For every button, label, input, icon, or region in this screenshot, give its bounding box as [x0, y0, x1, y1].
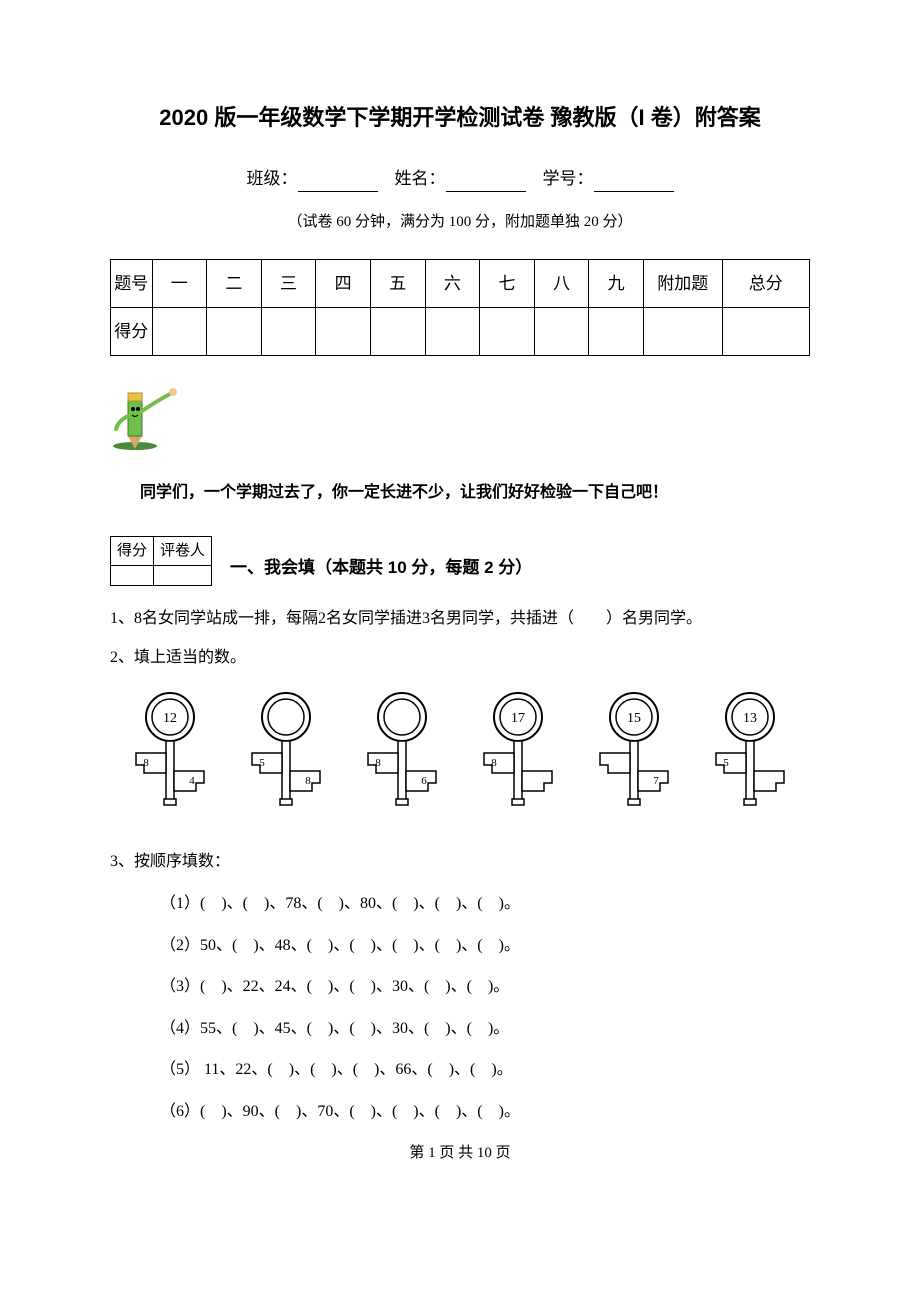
score-cell[interactable] [480, 308, 535, 356]
grader-person-cell[interactable] [154, 565, 212, 585]
page-footer: 第 1 页 共 10 页 [110, 1141, 810, 1165]
score-cell[interactable] [722, 308, 809, 356]
svg-text:8: 8 [305, 775, 311, 787]
key-item: 5 8 [236, 691, 336, 820]
score-cell[interactable] [643, 308, 722, 356]
key-item: 17 8 [468, 691, 568, 820]
section1-header: 得分 评卷人 一、我会填（本题共 10 分，每题 2 分） [110, 536, 810, 586]
sequence-list: （1）( )、( )、78、( )、80、( )、( )、( )。 （2）50、… [160, 891, 810, 1125]
col-3: 三 [261, 260, 316, 308]
svg-text:8: 8 [491, 757, 497, 769]
pencil-icon [110, 381, 810, 460]
seq-item: （3）( )、22、24、( )、( )、30、( )、( )。 [160, 974, 810, 1000]
grader-score-label: 得分 [111, 536, 154, 565]
svg-text:6: 6 [421, 775, 427, 787]
student-info-line: 班级： 姓名： 学号： [110, 165, 810, 192]
score-cell[interactable] [152, 308, 207, 356]
name-blank[interactable] [446, 174, 526, 192]
key-item: 15 7 [584, 691, 684, 820]
seq-item: （1）( )、( )、78、( )、80、( )、( )、( )。 [160, 891, 810, 917]
col-5: 五 [370, 260, 425, 308]
key-diagram: 17 8 [468, 691, 568, 811]
col-7: 七 [480, 260, 535, 308]
name-label: 姓名： [395, 169, 446, 188]
col-total: 总分 [722, 260, 809, 308]
score-cell[interactable] [589, 308, 644, 356]
id-blank[interactable] [594, 174, 674, 192]
col-4: 四 [316, 260, 371, 308]
col-8: 八 [534, 260, 589, 308]
col-9: 九 [589, 260, 644, 308]
seq-item: （6）( )、90、( )、70、( )、( )、( )、( )。 [160, 1099, 810, 1125]
svg-text:5: 5 [723, 757, 729, 769]
col-6: 六 [425, 260, 480, 308]
seq-item: （4）55、( )、45、( )、( )、30、( )、( )。 [160, 1016, 810, 1042]
key-item: 8 6 [352, 691, 452, 820]
svg-text:17: 17 [511, 711, 525, 726]
key-diagram: 8 6 [352, 691, 452, 811]
col-2: 二 [207, 260, 262, 308]
key-diagram: 13 5 [700, 691, 800, 811]
score-cell[interactable] [534, 308, 589, 356]
svg-text:12: 12 [163, 711, 177, 726]
svg-text:15: 15 [627, 711, 641, 726]
svg-text:7: 7 [653, 775, 659, 787]
svg-text:8: 8 [143, 757, 149, 769]
grader-score-cell[interactable] [111, 565, 154, 585]
key-diagram: 5 8 [236, 691, 336, 811]
score-cell[interactable] [261, 308, 316, 356]
key-item: 13 5 [700, 691, 800, 820]
seq-item: （2）50、( )、48、( )、( )、( )、( )、( )。 [160, 933, 810, 959]
encourage-text: 同学们，一个学期过去了，你一定长进不少，让我们好好检验一下自己吧！ [140, 480, 810, 506]
grader-box: 得分 评卷人 [110, 536, 212, 586]
question-2: 2、填上适当的数。 [110, 645, 810, 671]
row-label: 得分 [111, 308, 153, 356]
svg-text:13: 13 [743, 711, 757, 726]
score-cell[interactable] [370, 308, 425, 356]
class-label: 班级： [247, 169, 298, 188]
section1-title: 一、我会填（本题共 10 分，每题 2 分） [230, 554, 532, 585]
score-cell[interactable] [316, 308, 371, 356]
score-cell[interactable] [207, 308, 262, 356]
key-item: 12 8 4 [120, 691, 220, 820]
question-1: 1、8名女同学站成一排，每隔2名女同学插进3名男同学，共插进（ ）名男同学。 [110, 606, 810, 632]
col-extra: 附加题 [643, 260, 722, 308]
col-1: 一 [152, 260, 207, 308]
question-3-label: 3、按顺序填数： [110, 849, 810, 875]
svg-text:4: 4 [189, 775, 195, 787]
class-blank[interactable] [298, 174, 378, 192]
grader-person-label: 评卷人 [154, 536, 212, 565]
svg-text:5: 5 [259, 757, 265, 769]
score-value-row: 得分 [111, 308, 810, 356]
score-header-row: 题号 一 二 三 四 五 六 七 八 九 附加题 总分 [111, 260, 810, 308]
key-diagram: 15 7 [584, 691, 684, 811]
id-label: 学号： [543, 169, 594, 188]
seq-item: （5） 11、22、( )、( )、( )、66、( )、( )。 [160, 1057, 810, 1083]
keys-row: 12 8 4 5 8 8 6 [110, 691, 810, 820]
key-diagram: 12 8 4 [120, 691, 220, 811]
exam-note: （试卷 60 分钟，满分为 100 分，附加题单独 20 分） [110, 210, 810, 234]
row-label: 题号 [111, 260, 153, 308]
exam-title: 2020 版一年级数学下学期开学检测试卷 豫教版（I 卷）附答案 [110, 100, 810, 135]
svg-text:8: 8 [375, 757, 381, 769]
score-table: 题号 一 二 三 四 五 六 七 八 九 附加题 总分 得分 [110, 259, 810, 356]
score-cell[interactable] [425, 308, 480, 356]
